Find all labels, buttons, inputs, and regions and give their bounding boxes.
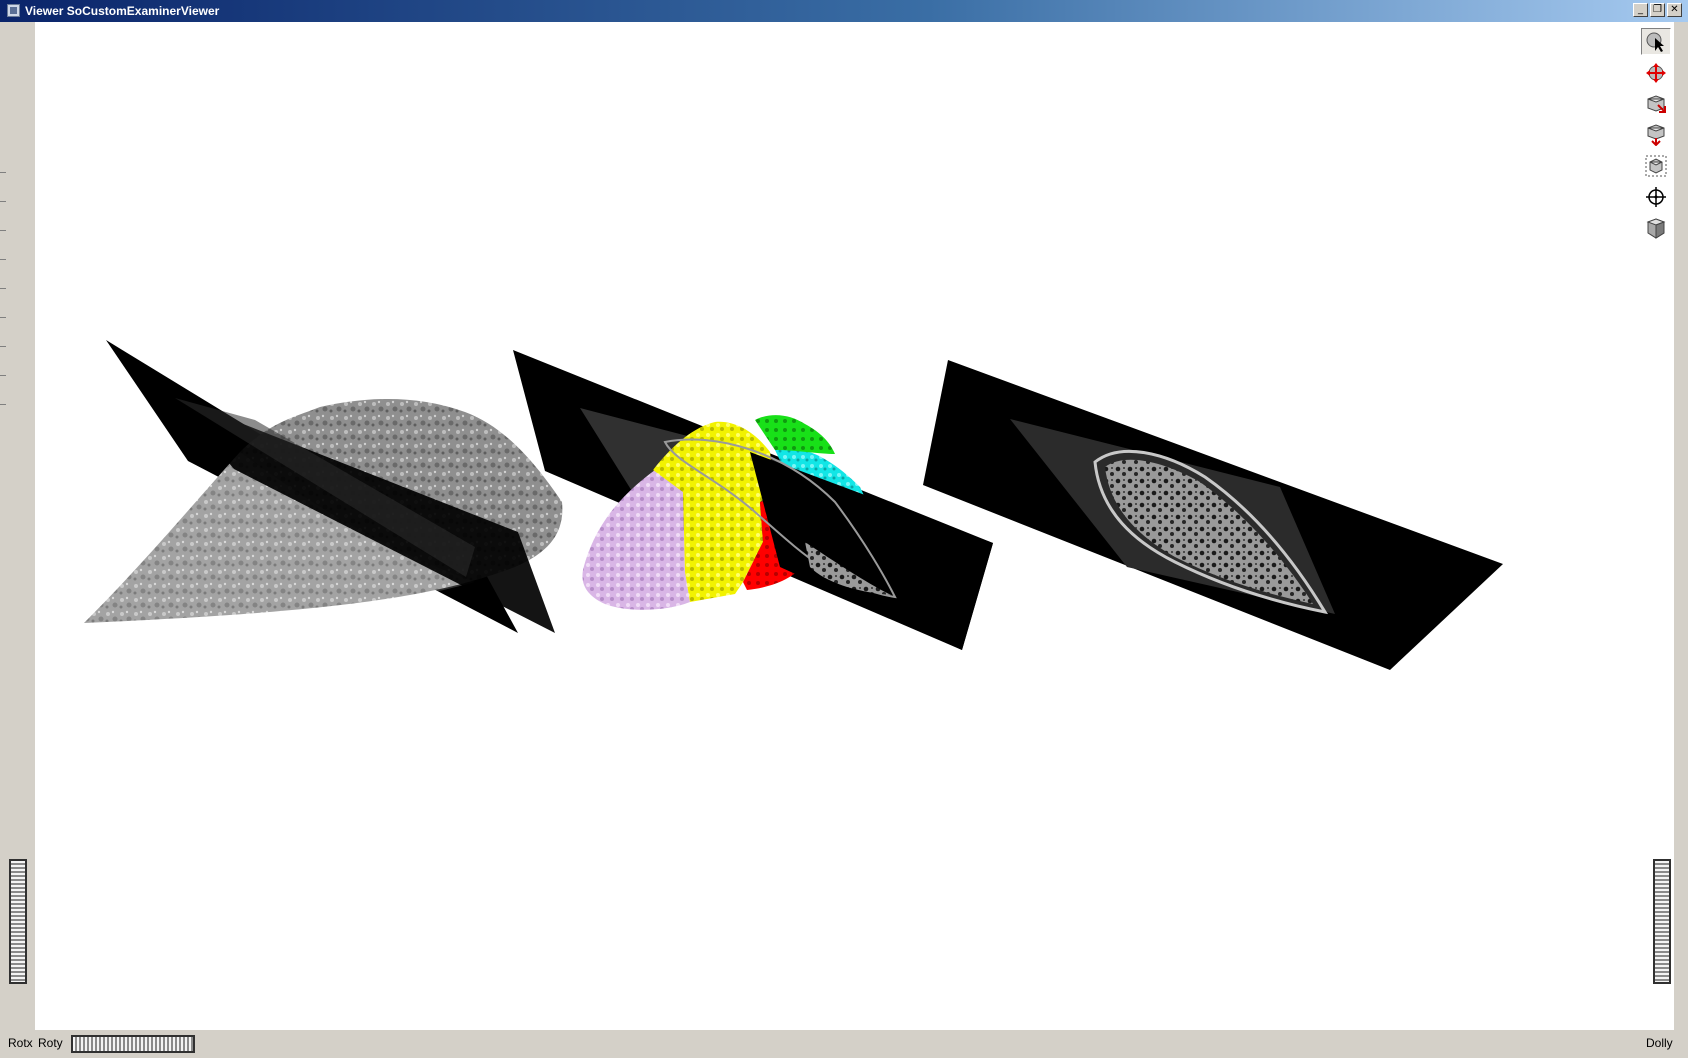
3d-viewport[interactable] — [35, 22, 1674, 1030]
view-mode-button[interactable] — [1641, 59, 1671, 86]
view-all-icon — [1645, 155, 1667, 176]
window-controls: _ ❐ ✕ — [1633, 3, 1682, 17]
home-button[interactable] — [1641, 90, 1671, 117]
roty-thumbwheel[interactable] — [71, 1035, 195, 1053]
minimize-icon[interactable]: _ — [1633, 3, 1648, 17]
dolly-thumbwheel[interactable] — [1653, 859, 1671, 984]
roty-label: Roty — [38, 1036, 63, 1050]
close-icon[interactable]: ✕ — [1667, 3, 1682, 17]
window-title: Viewer SoCustomExaminerViewer — [25, 4, 220, 18]
plane-front-right — [172, 396, 555, 633]
lobe-lilac — [582, 470, 690, 610]
slice-mid-lung-tissue — [805, 542, 891, 595]
viewer-toolbar — [1641, 28, 1675, 241]
scene-canvas[interactable] — [35, 22, 1674, 1030]
seek-crosshair-icon — [1646, 186, 1666, 207]
lobe-green — [755, 415, 835, 454]
arrow-cursor-icon — [1646, 32, 1664, 52]
app-icon[interactable] — [7, 4, 20, 17]
right-edge-panel — [1674, 22, 1688, 1030]
rotx-label: Rotx — [8, 1036, 33, 1050]
pick-mode-button[interactable] — [1641, 28, 1671, 55]
projection-button[interactable] — [1641, 214, 1671, 241]
slice-plane-mid-front — [750, 452, 993, 650]
lobe-yellow — [653, 421, 775, 602]
ct-lung-tissue — [1105, 459, 1313, 604]
view-all-button[interactable] — [1641, 152, 1671, 179]
rotx-thumbwheel[interactable] — [9, 859, 27, 984]
rotate-view-icon — [1646, 62, 1666, 83]
home-view-icon — [1647, 94, 1666, 113]
set-home-icon — [1647, 123, 1665, 146]
left-edge-strip — [0, 22, 7, 1058]
set-home-button[interactable] — [1641, 121, 1671, 148]
plane-slice-inner — [175, 398, 475, 577]
gray-volume-shade — [84, 452, 475, 623]
gray-volume-render[interactable] — [84, 340, 563, 633]
left-edge-ticks — [0, 172, 7, 433]
segmented-lobes-render[interactable] — [513, 350, 993, 650]
title-bar[interactable]: Viewer SoCustomExaminerViewer _ ❐ ✕ — [0, 0, 1688, 22]
perspective-cube-icon — [1646, 217, 1666, 239]
ct-slice-plane[interactable] — [923, 360, 1503, 670]
restore-icon[interactable]: ❐ — [1650, 3, 1665, 17]
seek-button[interactable] — [1641, 183, 1671, 210]
dolly-label: Dolly — [1646, 1036, 1673, 1050]
slice-mid-lung-outline — [663, 438, 897, 599]
ct-lung-outline — [1093, 449, 1329, 615]
bottom-control-bar — [0, 1030, 1688, 1058]
